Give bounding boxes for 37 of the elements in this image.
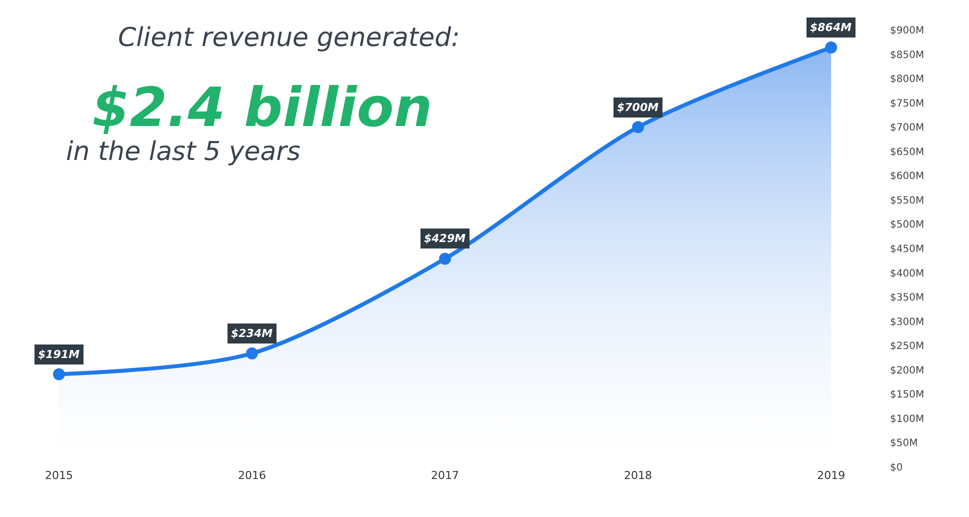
text: $2.4 billion (92, 76, 432, 139)
point (632, 121, 644, 134)
data-label: $429M (424, 232, 466, 245)
y-tick-label: $500M (890, 220, 924, 231)
y-tick-label: $300M (890, 316, 924, 328)
y-tick-label: $0 (890, 462, 903, 474)
y-tick-label: $750M (890, 98, 924, 110)
x-tick-label: 2016 (238, 469, 266, 482)
y-tick-label: $550M (890, 195, 924, 206)
y-tick-label: $150M (890, 390, 924, 401)
x-tick-label: 2018 (624, 469, 652, 482)
x-tick-label: 2019 (817, 469, 846, 482)
y-tick-label: $100M (890, 414, 924, 425)
point (825, 41, 838, 54)
y-tick-label: $450M (890, 244, 924, 255)
y-tick-label: $250M (890, 341, 924, 352)
y-tick-label: $400M (890, 268, 924, 280)
y-tick-label: $800M (890, 74, 924, 86)
data-label: $700M (617, 101, 659, 114)
point (52, 368, 65, 380)
y-tick-label: $650M (890, 146, 924, 158)
annotation: in the last 5 years (66, 137, 300, 167)
x-tick-label: 2017 (431, 469, 460, 482)
y-tick-label: $600M (890, 171, 924, 182)
x-tick-label: 2015 (44, 469, 73, 482)
point (246, 347, 258, 360)
y-tick-label: $900M (890, 26, 924, 36)
y-tick-label: $700M (890, 122, 924, 134)
y-tick-label: $850M (890, 50, 924, 61)
data-label: $191M (38, 348, 80, 361)
data-label: $864M (810, 21, 852, 34)
data-label: $234M (231, 327, 273, 340)
chart-title: Client revenue generated: (118, 23, 460, 53)
point (439, 252, 452, 265)
y-tick-label: $200M (890, 365, 924, 376)
y-tick-label: $350M (890, 292, 924, 304)
y-tick-label: $50M (890, 438, 918, 450)
